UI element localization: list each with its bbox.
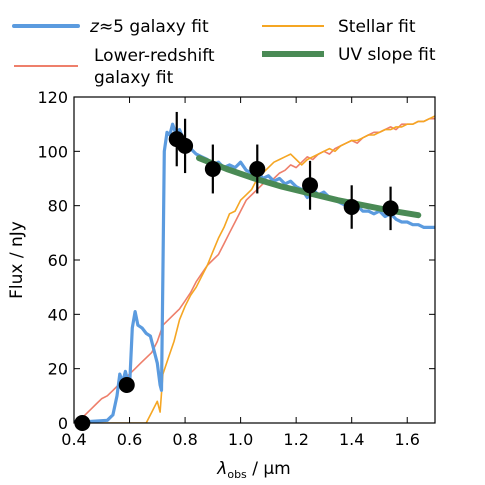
data-point bbox=[343, 185, 360, 229]
series-line-stellar bbox=[74, 115, 435, 423]
x-tick-label: 1.6 bbox=[395, 430, 420, 449]
observations-layer bbox=[74, 111, 399, 431]
data-marker bbox=[177, 137, 194, 154]
x-tick-label: 1.2 bbox=[283, 430, 308, 449]
legend-label-lowz-line2: galaxy fit bbox=[94, 68, 174, 88]
data-marker bbox=[343, 199, 360, 216]
x-tick-label: 0.6 bbox=[117, 430, 142, 449]
x-axis-label: λobs / μm bbox=[216, 459, 290, 481]
data-marker bbox=[118, 376, 135, 393]
legend-label-lowz-line1: Lower-redshift bbox=[94, 46, 215, 66]
x-tick-label: 1.4 bbox=[339, 430, 364, 449]
x-tick-label: 1.0 bbox=[228, 430, 253, 449]
series-line-lowz bbox=[74, 117, 435, 423]
y-tick-label: 80 bbox=[48, 197, 68, 216]
x-tick-label: 0.4 bbox=[61, 430, 86, 449]
plot-frame bbox=[73, 96, 436, 424]
y-tick-label: 100 bbox=[37, 142, 68, 161]
y-tick-label: 0 bbox=[58, 414, 68, 433]
data-marker bbox=[302, 177, 319, 194]
legend: z≈5 galaxy fit Lower-redshift galaxy fit… bbox=[12, 17, 436, 88]
data-point bbox=[249, 144, 266, 194]
x-tick-label: 0.8 bbox=[172, 430, 197, 449]
data-marker bbox=[382, 200, 399, 217]
x-axis-ticks: 0.4 0.6 0.8 1.0 1.2 1.4 1.6 bbox=[61, 97, 420, 449]
data-marker bbox=[249, 160, 266, 177]
series-line-z5 bbox=[74, 122, 435, 423]
y-tick-label: 20 bbox=[48, 360, 68, 379]
legend-label-stellar: Stellar fit bbox=[338, 17, 416, 37]
data-point bbox=[118, 376, 135, 393]
y-axis-ticks: 0 20 40 60 80 100 120 bbox=[37, 88, 435, 433]
data-point bbox=[382, 186, 399, 231]
data-point bbox=[204, 144, 221, 194]
y-tick-label: 40 bbox=[48, 305, 68, 324]
y-axis-label: Flux / nJy bbox=[7, 221, 27, 299]
data-point bbox=[177, 118, 194, 174]
data-point bbox=[302, 160, 319, 210]
y-tick-label: 60 bbox=[48, 251, 68, 270]
legend-label-z5: z≈5 galaxy fit bbox=[89, 17, 209, 37]
data-marker bbox=[204, 160, 221, 177]
y-tick-label: 120 bbox=[37, 88, 68, 107]
legend-label-uv: UV slope fit bbox=[338, 45, 436, 65]
